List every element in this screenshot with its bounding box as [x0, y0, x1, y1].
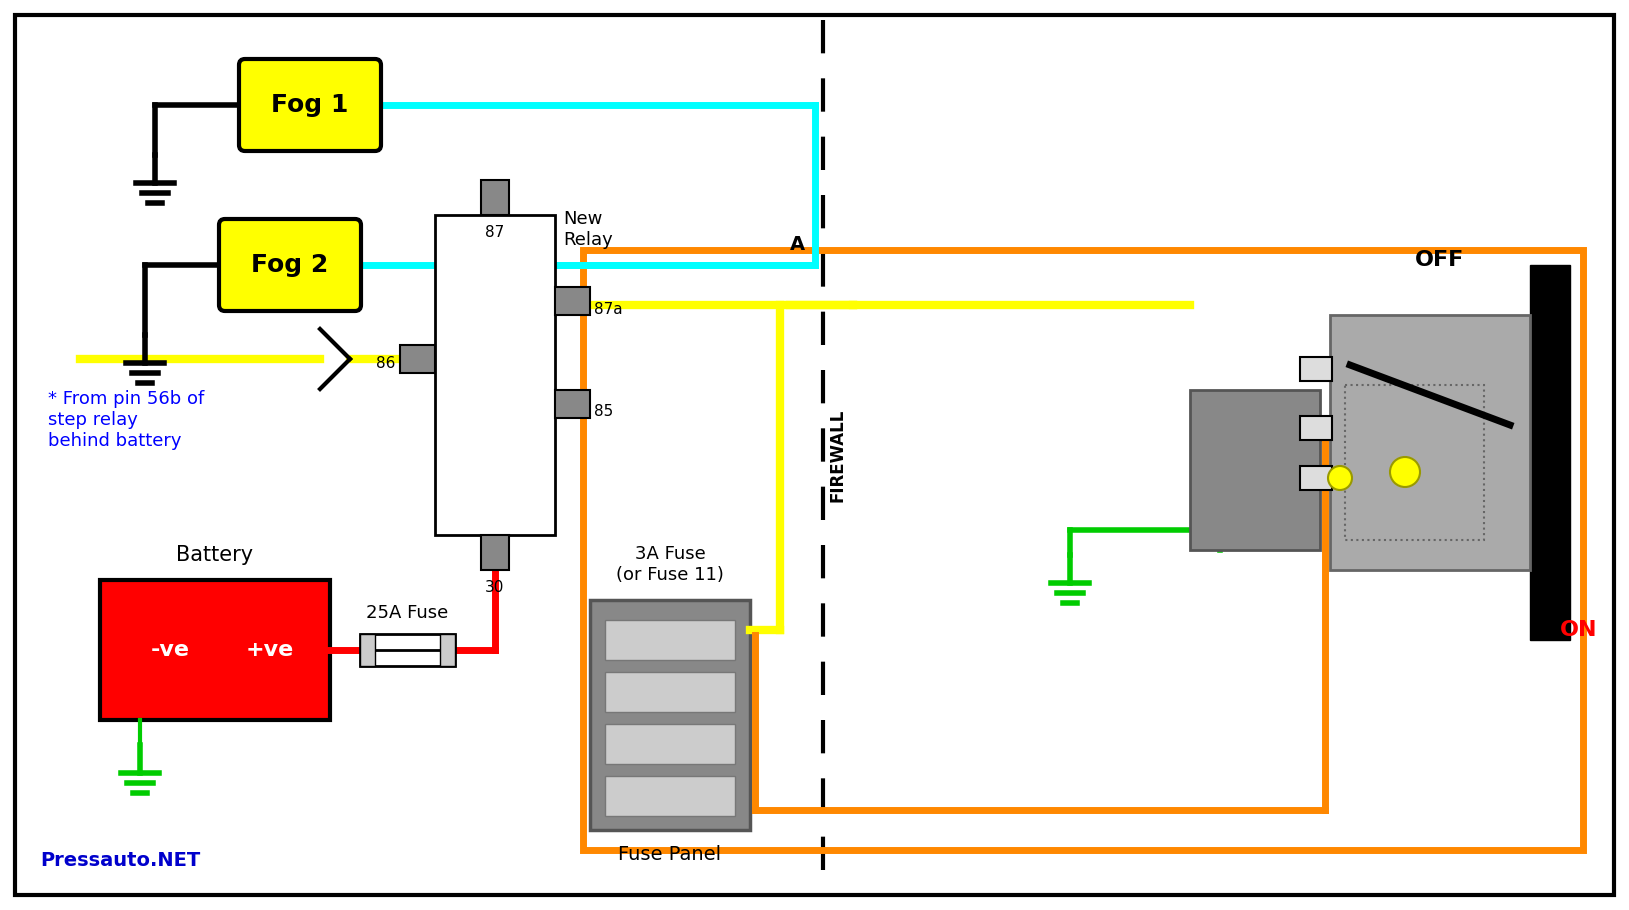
- Bar: [435, 215, 555, 535]
- Text: Fog 2: Fog 2: [251, 253, 329, 277]
- Text: ON: ON: [1561, 620, 1598, 640]
- Bar: [555, 389, 590, 418]
- Bar: [440, 634, 454, 666]
- Text: A: A: [790, 235, 805, 254]
- FancyBboxPatch shape: [239, 59, 381, 151]
- Circle shape: [1390, 457, 1420, 487]
- Text: Pressauto.NET: Pressauto.NET: [41, 851, 200, 870]
- Bar: [604, 672, 735, 712]
- FancyBboxPatch shape: [218, 219, 362, 311]
- Bar: [604, 776, 735, 816]
- Text: FIREWALL: FIREWALL: [829, 409, 847, 501]
- Bar: [590, 600, 749, 830]
- Bar: [1530, 265, 1570, 640]
- Circle shape: [1328, 466, 1352, 490]
- Bar: [1300, 416, 1333, 440]
- Text: OFF: OFF: [1416, 250, 1464, 270]
- Text: Fuse Panel: Fuse Panel: [619, 845, 722, 864]
- Text: 3A Fuse
(or Fuse 11): 3A Fuse (or Fuse 11): [616, 545, 723, 584]
- Text: Fog 1: Fog 1: [272, 93, 349, 117]
- Text: 87a: 87a: [595, 302, 622, 317]
- Bar: [604, 724, 735, 764]
- Bar: [99, 580, 331, 720]
- Bar: [1300, 357, 1333, 380]
- Text: 85: 85: [595, 405, 613, 420]
- Text: Battery: Battery: [176, 545, 254, 565]
- Bar: [1346, 385, 1484, 540]
- Bar: [481, 180, 508, 215]
- Bar: [583, 250, 1583, 850]
- Text: -ve: -ve: [150, 640, 189, 660]
- Text: 25A Fuse: 25A Fuse: [367, 604, 448, 622]
- Bar: [1329, 315, 1530, 570]
- Bar: [1300, 466, 1333, 490]
- Text: 87: 87: [485, 225, 505, 240]
- Bar: [360, 634, 454, 666]
- Text: 30: 30: [485, 580, 505, 595]
- Bar: [555, 287, 590, 315]
- Bar: [481, 535, 508, 570]
- Text: * From pin 56b of
step relay
behind battery: * From pin 56b of step relay behind batt…: [47, 390, 204, 450]
- Text: 86: 86: [376, 357, 394, 371]
- Bar: [604, 620, 735, 660]
- Text: +ve: +ve: [246, 640, 295, 660]
- Bar: [360, 634, 375, 666]
- Text: New
Relay: New Relay: [564, 210, 613, 248]
- Bar: [401, 345, 435, 373]
- Bar: [1191, 390, 1319, 550]
